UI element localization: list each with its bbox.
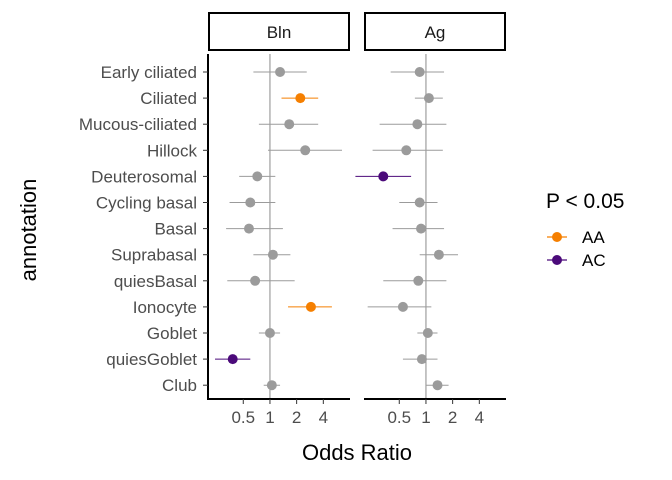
legend: P < 0.05 AA AC bbox=[546, 190, 624, 270]
odds-ratio-point bbox=[416, 354, 427, 365]
y-tick-label: Early ciliated bbox=[101, 63, 197, 82]
odds-ratio-point bbox=[305, 301, 316, 312]
y-tick-label: Mucous-ciliated bbox=[79, 115, 197, 134]
odds-ratio-point bbox=[422, 328, 433, 338]
odds-ratio-point bbox=[432, 380, 443, 391]
odds-ratio-point bbox=[412, 119, 423, 130]
odds-ratio-point bbox=[245, 197, 256, 208]
odds-ratio-point bbox=[423, 93, 434, 104]
odds-ratio-point bbox=[413, 275, 424, 286]
odds-ratio-point bbox=[284, 119, 295, 130]
legend-key-point bbox=[552, 255, 562, 265]
odds-ratio-point bbox=[267, 249, 278, 260]
odds-ratio-point bbox=[401, 145, 412, 156]
x-tick-label: 2 bbox=[448, 408, 457, 427]
odds-ratio-point bbox=[227, 354, 238, 365]
panel-strip bbox=[208, 12, 350, 51]
x-axis-label: Odds Ratio bbox=[302, 440, 412, 465]
x-tick-label: 0.5 bbox=[387, 408, 411, 427]
y-tick-label: quiesBasal bbox=[114, 272, 197, 291]
x-tick-label: 4 bbox=[475, 408, 484, 427]
x-tick-label: 4 bbox=[319, 408, 328, 427]
legend-title: P < 0.05 bbox=[546, 190, 624, 213]
x-tick-label: 1 bbox=[265, 408, 274, 427]
y-tick-label: Goblet bbox=[147, 324, 197, 343]
y-tick-label: Cycling basal bbox=[96, 194, 197, 213]
y-tick-label: Ciliated bbox=[140, 89, 197, 108]
odds-ratio-point bbox=[414, 197, 425, 208]
odds-ratio-point bbox=[250, 275, 261, 286]
odds-ratio-point bbox=[416, 223, 427, 234]
x-tick-label: 0.5 bbox=[231, 408, 255, 427]
y-tick-label: Hillock bbox=[147, 141, 198, 160]
odds-ratio-point bbox=[243, 223, 254, 234]
y-tick-label: Deuterosomal bbox=[91, 167, 197, 186]
odds-ratio-point bbox=[300, 145, 311, 156]
y-tick-labels: Early ciliated Ciliated Mucous-ciliated Hil… bbox=[79, 63, 208, 395]
panel-bln: Bln 0.5 1 2 4 bbox=[207, 12, 350, 427]
legend-label: AA bbox=[582, 228, 605, 247]
odds-ratio-point bbox=[397, 301, 408, 312]
x-tick-label: 2 bbox=[292, 408, 301, 427]
panel-strip bbox=[364, 12, 506, 51]
odds-ratio-point bbox=[266, 380, 277, 391]
odds-ratio-point bbox=[378, 171, 389, 182]
odds-ratio-point bbox=[414, 67, 425, 77]
legend-key-point bbox=[552, 232, 562, 242]
y-tick-label: quiesGoblet bbox=[106, 350, 197, 369]
y-axis-label: annotation bbox=[16, 179, 41, 282]
y-tick-label: Ionocyte bbox=[133, 298, 197, 317]
odds-ratio-point bbox=[275, 67, 286, 77]
odds-ratio-point bbox=[264, 328, 275, 338]
y-tick-label: Club bbox=[162, 376, 197, 395]
y-tick-label: Basal bbox=[154, 220, 197, 239]
odds-ratio-point bbox=[295, 93, 306, 104]
legend-label: AC bbox=[582, 251, 606, 270]
panel-ag: Ag 0.5 1 2 4 bbox=[355, 12, 506, 427]
panel-title: Bln bbox=[267, 23, 292, 42]
y-tick-label: Suprabasal bbox=[111, 246, 197, 265]
odds-ratio-point bbox=[433, 249, 444, 260]
odds-ratio-point bbox=[252, 171, 263, 182]
panel-title: Ag bbox=[425, 23, 446, 42]
x-tick-label: 1 bbox=[421, 408, 430, 427]
